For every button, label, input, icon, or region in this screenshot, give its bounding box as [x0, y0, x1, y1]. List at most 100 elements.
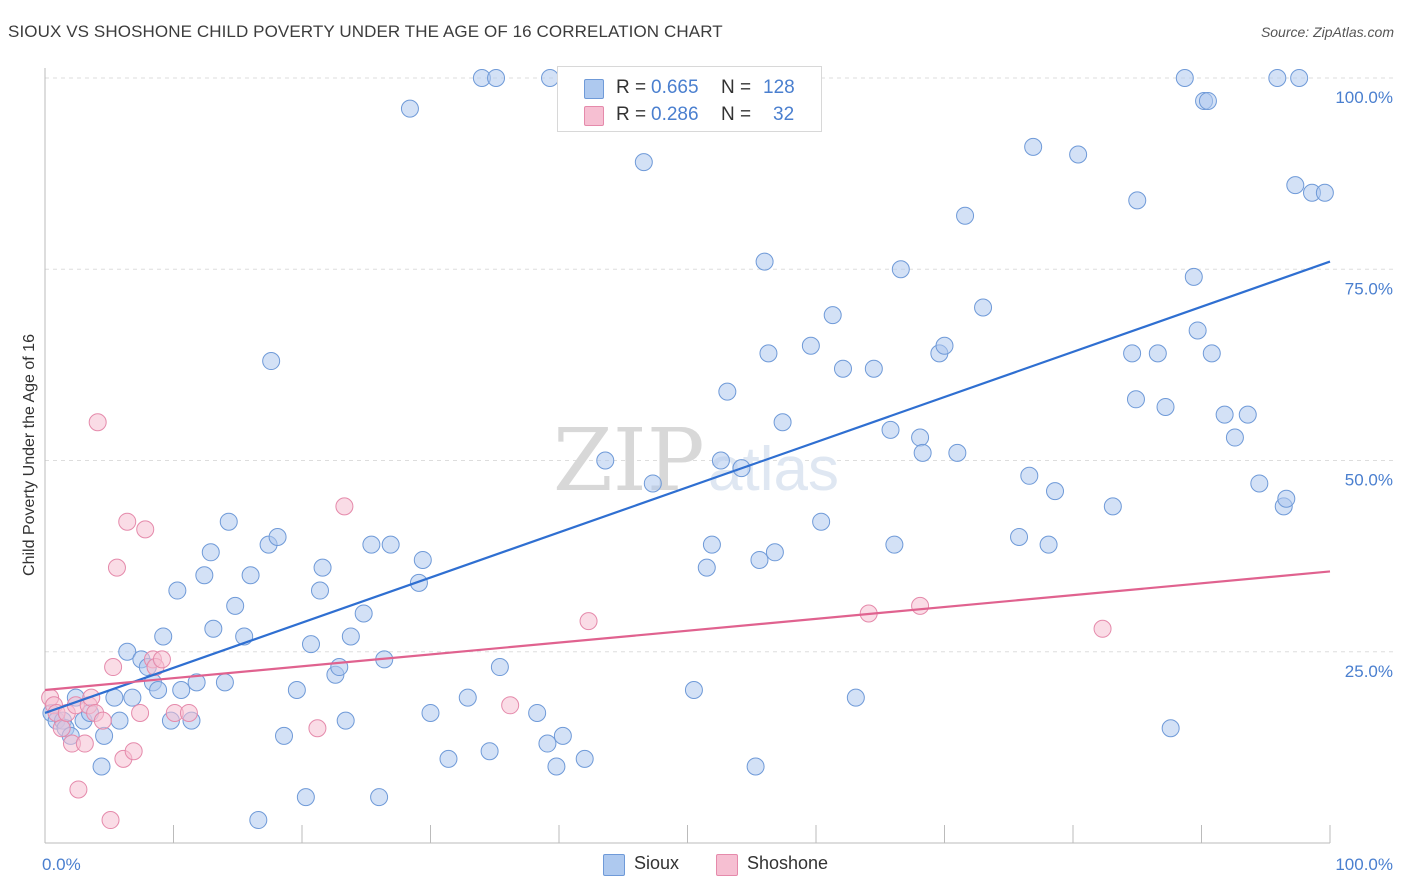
- sioux-point: [313, 558, 332, 577]
- sioux-trend-line: [44, 260, 1331, 714]
- shoshone-point: [179, 703, 198, 722]
- sioux-point: [118, 642, 137, 661]
- sioux-point: [697, 558, 716, 577]
- sioux-point: [421, 703, 440, 722]
- shoshone-point: [124, 742, 143, 761]
- legend-row-sioux: R = 0.665 N = 128: [558, 73, 821, 101]
- sioux-point: [864, 359, 883, 378]
- shoshone-point: [101, 811, 120, 830]
- legend-r-label: R =: [616, 104, 647, 125]
- sioux-point: [268, 528, 287, 546]
- shoshone-swatch: [584, 106, 604, 126]
- sioux-point: [1238, 405, 1257, 424]
- sioux-point: [956, 206, 975, 225]
- sioux-point: [336, 711, 355, 730]
- shoshone-point: [501, 696, 520, 715]
- sioux-point: [413, 550, 432, 569]
- sioux-point: [287, 681, 306, 699]
- shoshone-point: [911, 596, 930, 615]
- sioux-point: [711, 451, 730, 470]
- sioux-point: [1175, 69, 1194, 87]
- sioux-point: [1128, 191, 1147, 210]
- sioux-point: [1286, 176, 1305, 195]
- sioux-point: [241, 566, 260, 585]
- sioux-point: [935, 336, 954, 355]
- legend-r-label: R =: [616, 77, 647, 98]
- sioux-point: [226, 596, 245, 615]
- sioux-point: [823, 306, 842, 325]
- sioux-point: [215, 673, 234, 692]
- shoshone-legend-swatch: [716, 854, 738, 876]
- shoshone-point: [152, 650, 171, 669]
- shoshone-point: [308, 719, 327, 738]
- y-tick-label: 100.0%: [1335, 88, 1393, 107]
- sioux-point: [1202, 344, 1221, 363]
- sioux-point: [885, 535, 904, 554]
- sioux-point: [541, 69, 560, 87]
- sioux-point: [1188, 321, 1207, 340]
- sioux-point: [759, 344, 778, 363]
- sioux-point: [1184, 267, 1203, 286]
- gridlines: [45, 77, 1395, 653]
- shoshone-point: [136, 520, 155, 539]
- sioux-point: [219, 512, 238, 531]
- sioux-point: [634, 153, 653, 172]
- sioux-point: [538, 734, 557, 753]
- shoshone-point: [69, 780, 88, 799]
- sioux-point: [480, 742, 499, 761]
- sioux-point: [168, 581, 187, 600]
- shoshone-point: [118, 512, 137, 531]
- sioux-point: [1103, 497, 1122, 516]
- sioux-point: [275, 726, 294, 745]
- tick-labels: 25.0% 50.0% 75.0% 100.0% 0.0% 100.0%: [42, 88, 1393, 874]
- shoshone-point: [93, 711, 112, 730]
- sioux-point: [891, 260, 910, 279]
- sioux-point: [110, 711, 129, 730]
- trend-lines: [44, 260, 1331, 714]
- sioux-point: [1148, 344, 1167, 363]
- x-tick-label: 100.0%: [1335, 855, 1393, 874]
- sioux-point: [881, 420, 900, 439]
- sioux-point: [913, 443, 932, 462]
- legend-row-shoshone: R = 0.286 N = 32: [558, 100, 821, 128]
- sioux-point: [596, 451, 615, 470]
- sioux-point: [458, 688, 477, 707]
- sioux-point: [1123, 344, 1142, 363]
- sioux-point: [812, 512, 831, 531]
- legend-n-value: 32: [773, 104, 795, 125]
- sioux-point: [439, 749, 458, 768]
- shoshone-point: [1093, 619, 1112, 638]
- sioux-point: [1020, 466, 1039, 485]
- y-tick-label: 25.0%: [1345, 662, 1393, 681]
- sioux-point: [149, 681, 168, 699]
- sioux-point: [833, 359, 852, 378]
- shoshone-point: [104, 658, 123, 677]
- shoshone-point: [107, 558, 126, 577]
- shoshone-point: [335, 497, 354, 516]
- y-axis-label: Child Poverty Under the Age of 16: [21, 334, 38, 576]
- stats-legend: R = 0.665 N = 128 R = 0.286 N = 32: [557, 66, 822, 132]
- sioux-point: [755, 252, 774, 271]
- sioux-point: [1156, 397, 1175, 416]
- sioux-point: [553, 726, 572, 745]
- sioux-point: [547, 757, 566, 776]
- sioux-point: [249, 811, 268, 830]
- shoshone-point: [579, 612, 598, 631]
- sioux-point: [262, 352, 281, 371]
- sioux-point: [330, 658, 349, 677]
- legend-r-value: 0.665: [651, 77, 699, 98]
- sioux-point: [296, 788, 315, 807]
- sioux-point: [1290, 69, 1309, 87]
- shoshone-point: [52, 719, 71, 738]
- sioux-point: [718, 382, 737, 401]
- sioux-point: [1039, 535, 1058, 554]
- sioux-point: [1215, 405, 1234, 424]
- sioux-point: [773, 413, 792, 432]
- x-tick-label: 0.0%: [42, 855, 81, 874]
- y-tick-label: 50.0%: [1345, 471, 1393, 490]
- shoshone-trend-line: [44, 570, 1331, 692]
- sioux-point: [1069, 145, 1088, 164]
- sioux-point: [204, 619, 223, 638]
- sioux-point: [487, 69, 506, 87]
